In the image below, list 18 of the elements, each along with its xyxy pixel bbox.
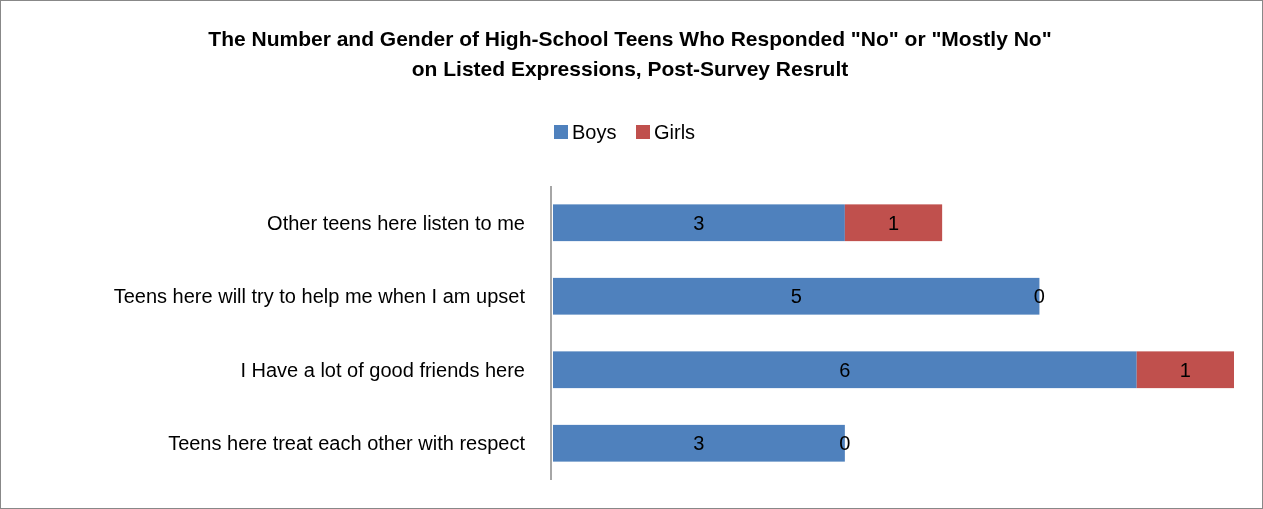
data-label: 5	[790, 285, 802, 308]
data-label: 0	[839, 432, 851, 455]
y-tick-label: I Have a lot of good friends here	[240, 358, 525, 381]
bar	[553, 351, 1137, 389]
data-label: 6	[839, 358, 851, 381]
y-tick-label: Other teens here listen to me	[267, 211, 525, 234]
bar	[553, 204, 845, 242]
bar	[844, 204, 943, 242]
bar	[1136, 351, 1234, 389]
data-label: 3	[693, 432, 705, 455]
y-tick-label: Teens here treat each other with respect	[168, 432, 526, 455]
legend-label: Girls	[654, 121, 696, 143]
data-label: 1	[887, 211, 900, 234]
data-label: 1	[1179, 358, 1191, 381]
legend-label: Boys	[572, 121, 617, 143]
y-tick-label: Teens here will try to help me when I am upset	[113, 285, 526, 308]
data-label: 3	[693, 211, 705, 234]
chart-title: The Number and Gender of High-School Teens Who Responded "No" or "Mostly No" on Listed Expressions, Post-Survey Resrult	[208, 27, 1052, 80]
